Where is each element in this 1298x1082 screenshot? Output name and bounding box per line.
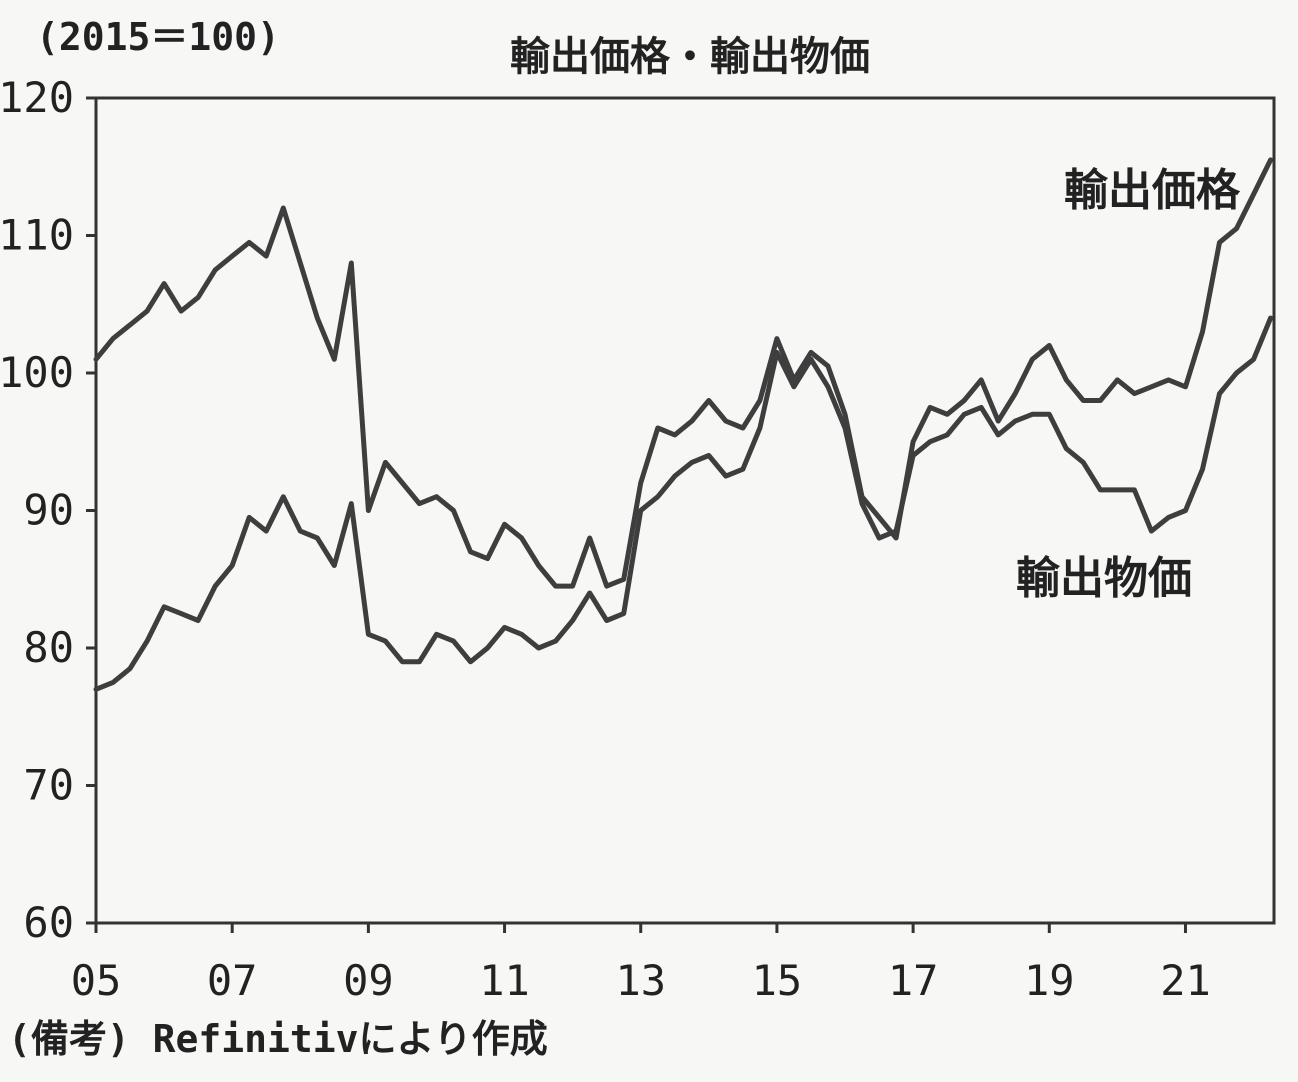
y-tick-label: 110 [0, 211, 74, 260]
unit-label: (2015＝100) [36, 15, 280, 59]
y-tick-label: 120 [0, 73, 74, 122]
y-tick-label: 70 [23, 761, 74, 810]
y-tick-label: 80 [23, 623, 74, 672]
y-tick-label: 60 [23, 898, 74, 947]
x-tick-label: 15 [752, 956, 803, 1005]
series-label-export-price-index: 輸出物価 [1016, 553, 1192, 604]
series-label-export-price: 輸出価格 [1064, 165, 1241, 216]
x-tick-label: 17 [888, 956, 939, 1005]
x-tick-label: 05 [71, 956, 122, 1005]
y-axis: 60 70 80 90 100 110 120 [0, 73, 96, 947]
series-line-export-price-index [93, 315, 1274, 692]
x-tick-label: 11 [479, 956, 530, 1005]
series-line-export-price [93, 157, 1274, 589]
x-tick-label: 07 [207, 956, 258, 1005]
y-tick-label: 100 [0, 348, 74, 397]
series-lines [93, 157, 1274, 692]
chart-title: 輸出価格・輸出物価 [510, 34, 870, 80]
x-tick-label: 21 [1160, 956, 1211, 1005]
y-tick-label: 90 [23, 486, 74, 535]
x-tick-label: 19 [1024, 956, 1075, 1005]
source-note: (備考) Refinitivにより作成 [8, 1017, 548, 1061]
plot-frame [94, 96, 1276, 925]
x-axis: 05 07 09 11 13 15 17 19 21 [71, 923, 1211, 1005]
x-tick-label: 13 [615, 956, 666, 1005]
x-tick-label: 09 [343, 956, 394, 1005]
